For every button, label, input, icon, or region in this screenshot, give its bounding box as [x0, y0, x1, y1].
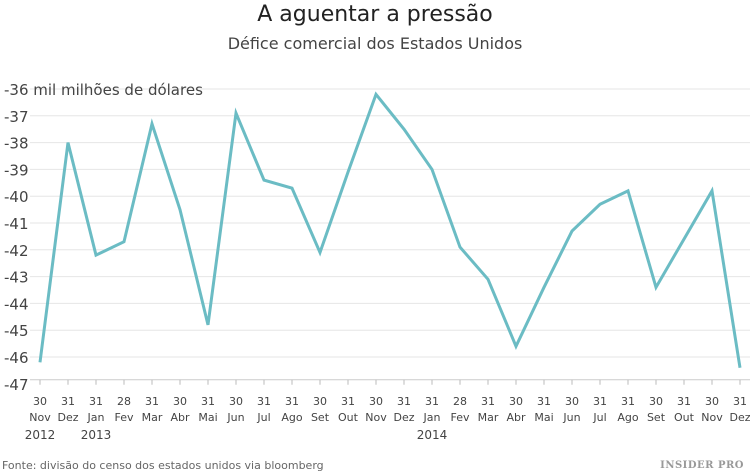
- x-tick-month: Fev: [450, 411, 469, 424]
- x-tick-day: 30: [565, 395, 579, 408]
- x-tick-month: Dez: [729, 411, 750, 424]
- x-tick-month: Dez: [57, 411, 78, 424]
- source-note: Fonte: divisão do censo dos estados unid…: [2, 459, 324, 472]
- x-tick-month: Jun: [226, 411, 244, 424]
- x-tick-month: Ago: [617, 411, 639, 424]
- x-tick-day: 30: [313, 395, 327, 408]
- x-tick-month: Nov: [29, 411, 51, 424]
- y-tick-label: -40: [4, 188, 29, 206]
- x-tick-day: 31: [257, 395, 271, 408]
- x-tick-month: Mar: [478, 411, 499, 424]
- x-tick-month: Set: [311, 411, 330, 424]
- x-tick-day: 31: [733, 395, 747, 408]
- x-tick-month: Jan: [423, 411, 441, 424]
- x-tick-month: Ago: [281, 411, 303, 424]
- y-tick-label: -45: [4, 322, 29, 340]
- x-tick-month: Nov: [365, 411, 387, 424]
- x-tick-month: Set: [647, 411, 666, 424]
- y-tick-label: -37: [4, 108, 29, 126]
- x-tick-day: 31: [593, 395, 607, 408]
- x-tick-day: 31: [145, 395, 159, 408]
- x-tick-month: Dez: [393, 411, 414, 424]
- x-tick-month: Jan: [87, 411, 105, 424]
- x-tick-month: Mai: [198, 411, 217, 424]
- x-tick-day: 30: [33, 395, 47, 408]
- x-tick-month: Fev: [114, 411, 133, 424]
- x-tick-day: 31: [621, 395, 635, 408]
- chart-subtitle: Défice comercial dos Estados Unidos: [227, 34, 523, 53]
- x-tick-day: 31: [481, 395, 495, 408]
- x-tick-day: 31: [201, 395, 215, 408]
- x-tick-month: Nov: [701, 411, 723, 424]
- x-year-label: 2014: [417, 428, 448, 442]
- x-tick-day: 30: [369, 395, 383, 408]
- x-tick-day: 30: [173, 395, 187, 408]
- x-tick-month: Mar: [142, 411, 163, 424]
- y-tick-label: -43: [4, 269, 29, 287]
- deficit-series-line: [38, 91, 742, 368]
- x-tick-day: 31: [677, 395, 691, 408]
- y-tick-label: -47: [4, 376, 29, 394]
- x-tick-day: 30: [649, 395, 663, 408]
- x-tick-month: Out: [338, 411, 359, 424]
- y-tick-label: -42: [4, 242, 29, 260]
- x-tick-month: Mai: [534, 411, 553, 424]
- x-tick-day: 31: [285, 395, 299, 408]
- x-tick-day: 30: [705, 395, 719, 408]
- x-tick-day: 30: [509, 395, 523, 408]
- x-tick-day: 31: [341, 395, 355, 408]
- x-tick-day: 28: [117, 395, 131, 408]
- y-tick-label: -39: [4, 161, 29, 179]
- x-tick-month: Jun: [562, 411, 580, 424]
- x-tick-month: Jul: [256, 411, 270, 424]
- x-tick-day: 31: [61, 395, 75, 408]
- chart-title: A aguentar a pressão: [257, 2, 493, 27]
- y-tick-label: -41: [4, 215, 29, 233]
- x-tick-day: 31: [537, 395, 551, 408]
- x-year-label: 2012: [25, 428, 56, 442]
- x-tick-day: 31: [89, 395, 103, 408]
- x-tick-month: Abr: [170, 411, 190, 424]
- x-tick-day: 31: [397, 395, 411, 408]
- y-tick-label: -38: [4, 135, 29, 153]
- insider-pro-logo: INSIDER PRO: [660, 460, 744, 471]
- x-tick-day: 28: [453, 395, 467, 408]
- x-tick-month: Out: [674, 411, 695, 424]
- y-tick-label: -36 mil milhões de dólares: [4, 81, 203, 99]
- x-tick-day: 30: [229, 395, 243, 408]
- y-tick-label: -46: [4, 349, 29, 367]
- x-year-label: 2013: [81, 428, 112, 442]
- x-tick-month: Jul: [592, 411, 606, 424]
- y-tick-label: -44: [4, 295, 29, 313]
- x-tick-month: Abr: [506, 411, 526, 424]
- x-tick-day: 31: [425, 395, 439, 408]
